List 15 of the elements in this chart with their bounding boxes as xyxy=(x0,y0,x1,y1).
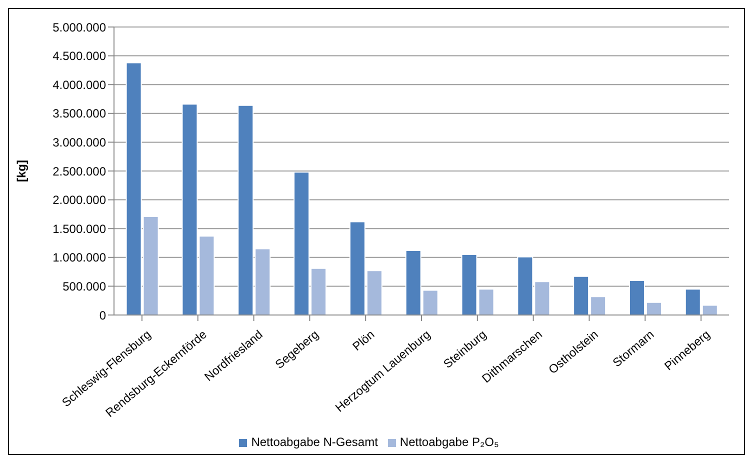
y-tick-label: 3.500.000 xyxy=(52,106,106,121)
y-tick-label: 5.000.000 xyxy=(52,20,106,34)
y-tick-label: 2.500.000 xyxy=(52,164,106,178)
y-axis-title: [kg] xyxy=(14,160,28,182)
y-tick-label: 1.000.000 xyxy=(52,250,106,265)
y-tick-label: 3.000.000 xyxy=(52,135,106,150)
legend-label: Nettoabgabe P₂O₅ xyxy=(400,435,499,449)
legend-label: Nettoabgabe N-Gesamt xyxy=(251,435,378,449)
y-tick-label: 4.500.000 xyxy=(52,49,106,64)
y-tick-label: 500.000 xyxy=(62,279,106,294)
y-tick-label: 0 xyxy=(99,308,106,322)
y-tick-label: 2.000.000 xyxy=(52,193,106,208)
x-tick-label: Plön xyxy=(350,327,378,354)
y-tick-label: 1.500.000 xyxy=(52,222,106,236)
y-tick-label: 4.000.000 xyxy=(52,78,106,92)
